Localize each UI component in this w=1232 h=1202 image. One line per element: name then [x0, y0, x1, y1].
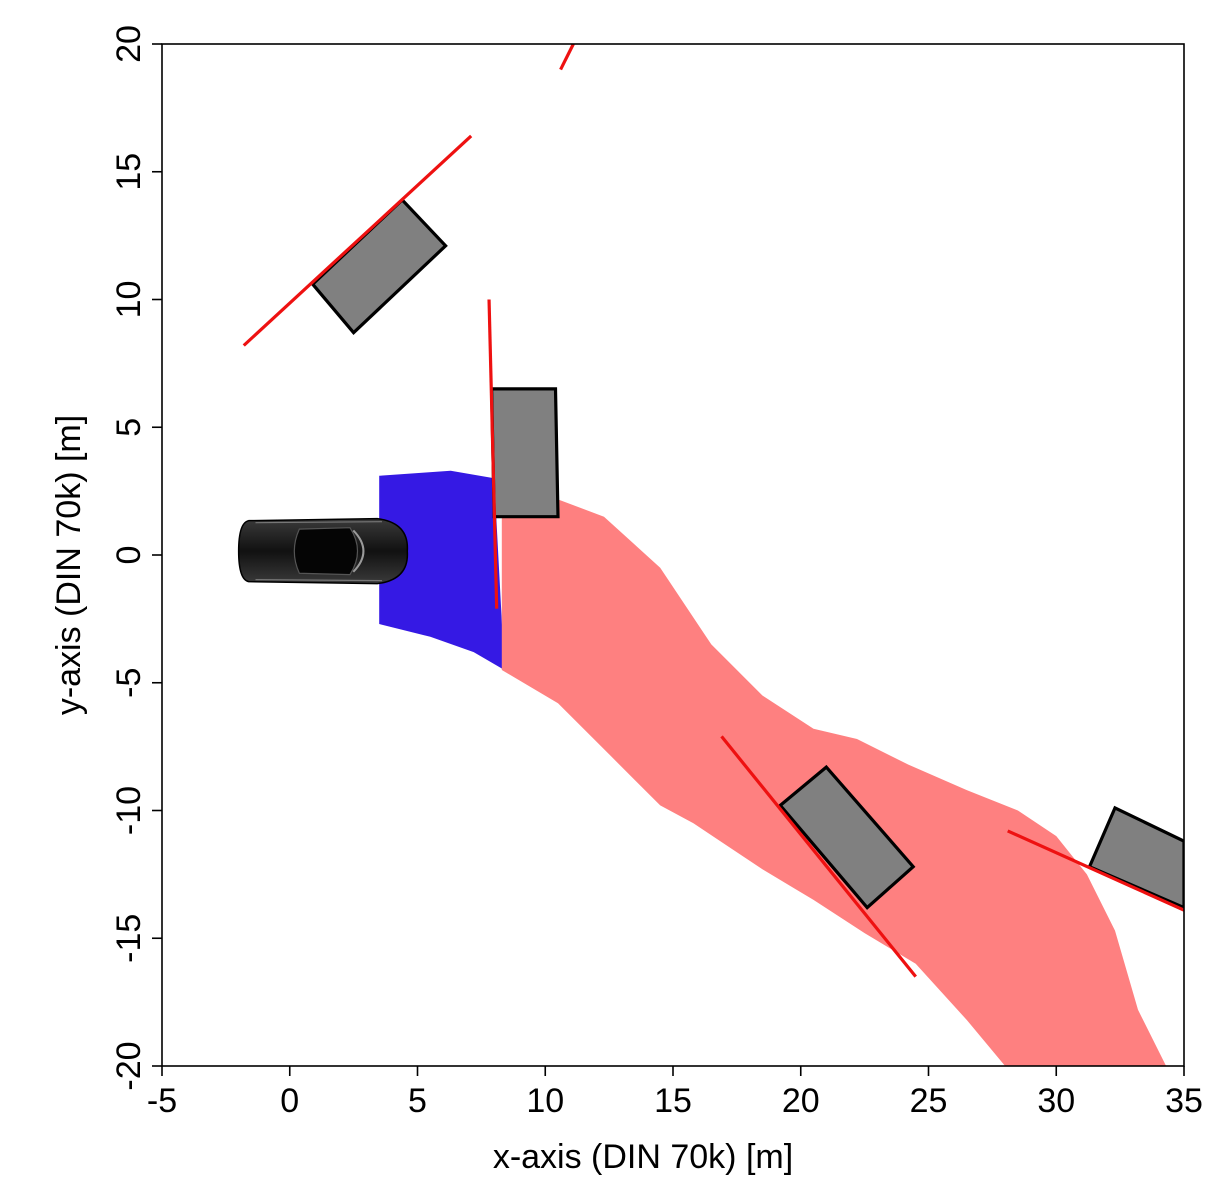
car-highlight — [255, 521, 382, 524]
obstacle-box — [489, 387, 560, 519]
y-tick-label: -20 — [110, 1041, 148, 1090]
obstacle-box — [778, 764, 916, 910]
y-tick-label: 20 — [110, 25, 148, 63]
x-tick-label: 35 — [1165, 1082, 1203, 1120]
y-tick-label: 5 — [110, 418, 148, 437]
x-tick-label: -5 — [147, 1082, 177, 1120]
obstacle-box — [1087, 805, 1184, 910]
x-tick-label: 10 — [526, 1082, 564, 1120]
boundary-line — [242, 134, 473, 347]
y-tick-label: -15 — [110, 914, 148, 963]
y-axis-label: y-axis (DIN 70k) [m] — [50, 415, 88, 715]
x-tick-label: 15 — [654, 1082, 692, 1120]
car-highlight — [255, 579, 382, 582]
car-top-view-icon — [237, 517, 409, 585]
y-tick-label: 15 — [110, 153, 148, 191]
x-axis-label: x-axis (DIN 70k) [m] — [493, 1138, 793, 1176]
y-tick-label: -10 — [110, 786, 148, 835]
boundary-line — [720, 735, 917, 978]
x-tick-label: 0 — [280, 1082, 299, 1120]
x-tick-label: 30 — [1037, 1082, 1075, 1120]
x-tick-label: 5 — [408, 1082, 427, 1120]
plot-content — [237, 44, 1184, 1066]
boundary-line — [487, 299, 499, 609]
boundary-line — [1007, 829, 1184, 912]
x-tick-label: 25 — [910, 1082, 948, 1120]
y-tick-label: 10 — [110, 281, 148, 319]
boundary-line — [559, 44, 575, 71]
x-tick-label: 20 — [782, 1082, 820, 1120]
y-tick-label: -5 — [110, 668, 148, 698]
red-region — [501, 478, 1167, 1066]
car-windshield — [352, 529, 365, 573]
car-roof — [293, 527, 359, 576]
axis-ticks: -5 0 5 10 15 20 25 30 35 -20 -15 -10 -5 0 5 10 15 20 — [110, 25, 1203, 1120]
blue-region — [379, 470, 505, 670]
y-tick-label: 0 — [110, 546, 148, 565]
